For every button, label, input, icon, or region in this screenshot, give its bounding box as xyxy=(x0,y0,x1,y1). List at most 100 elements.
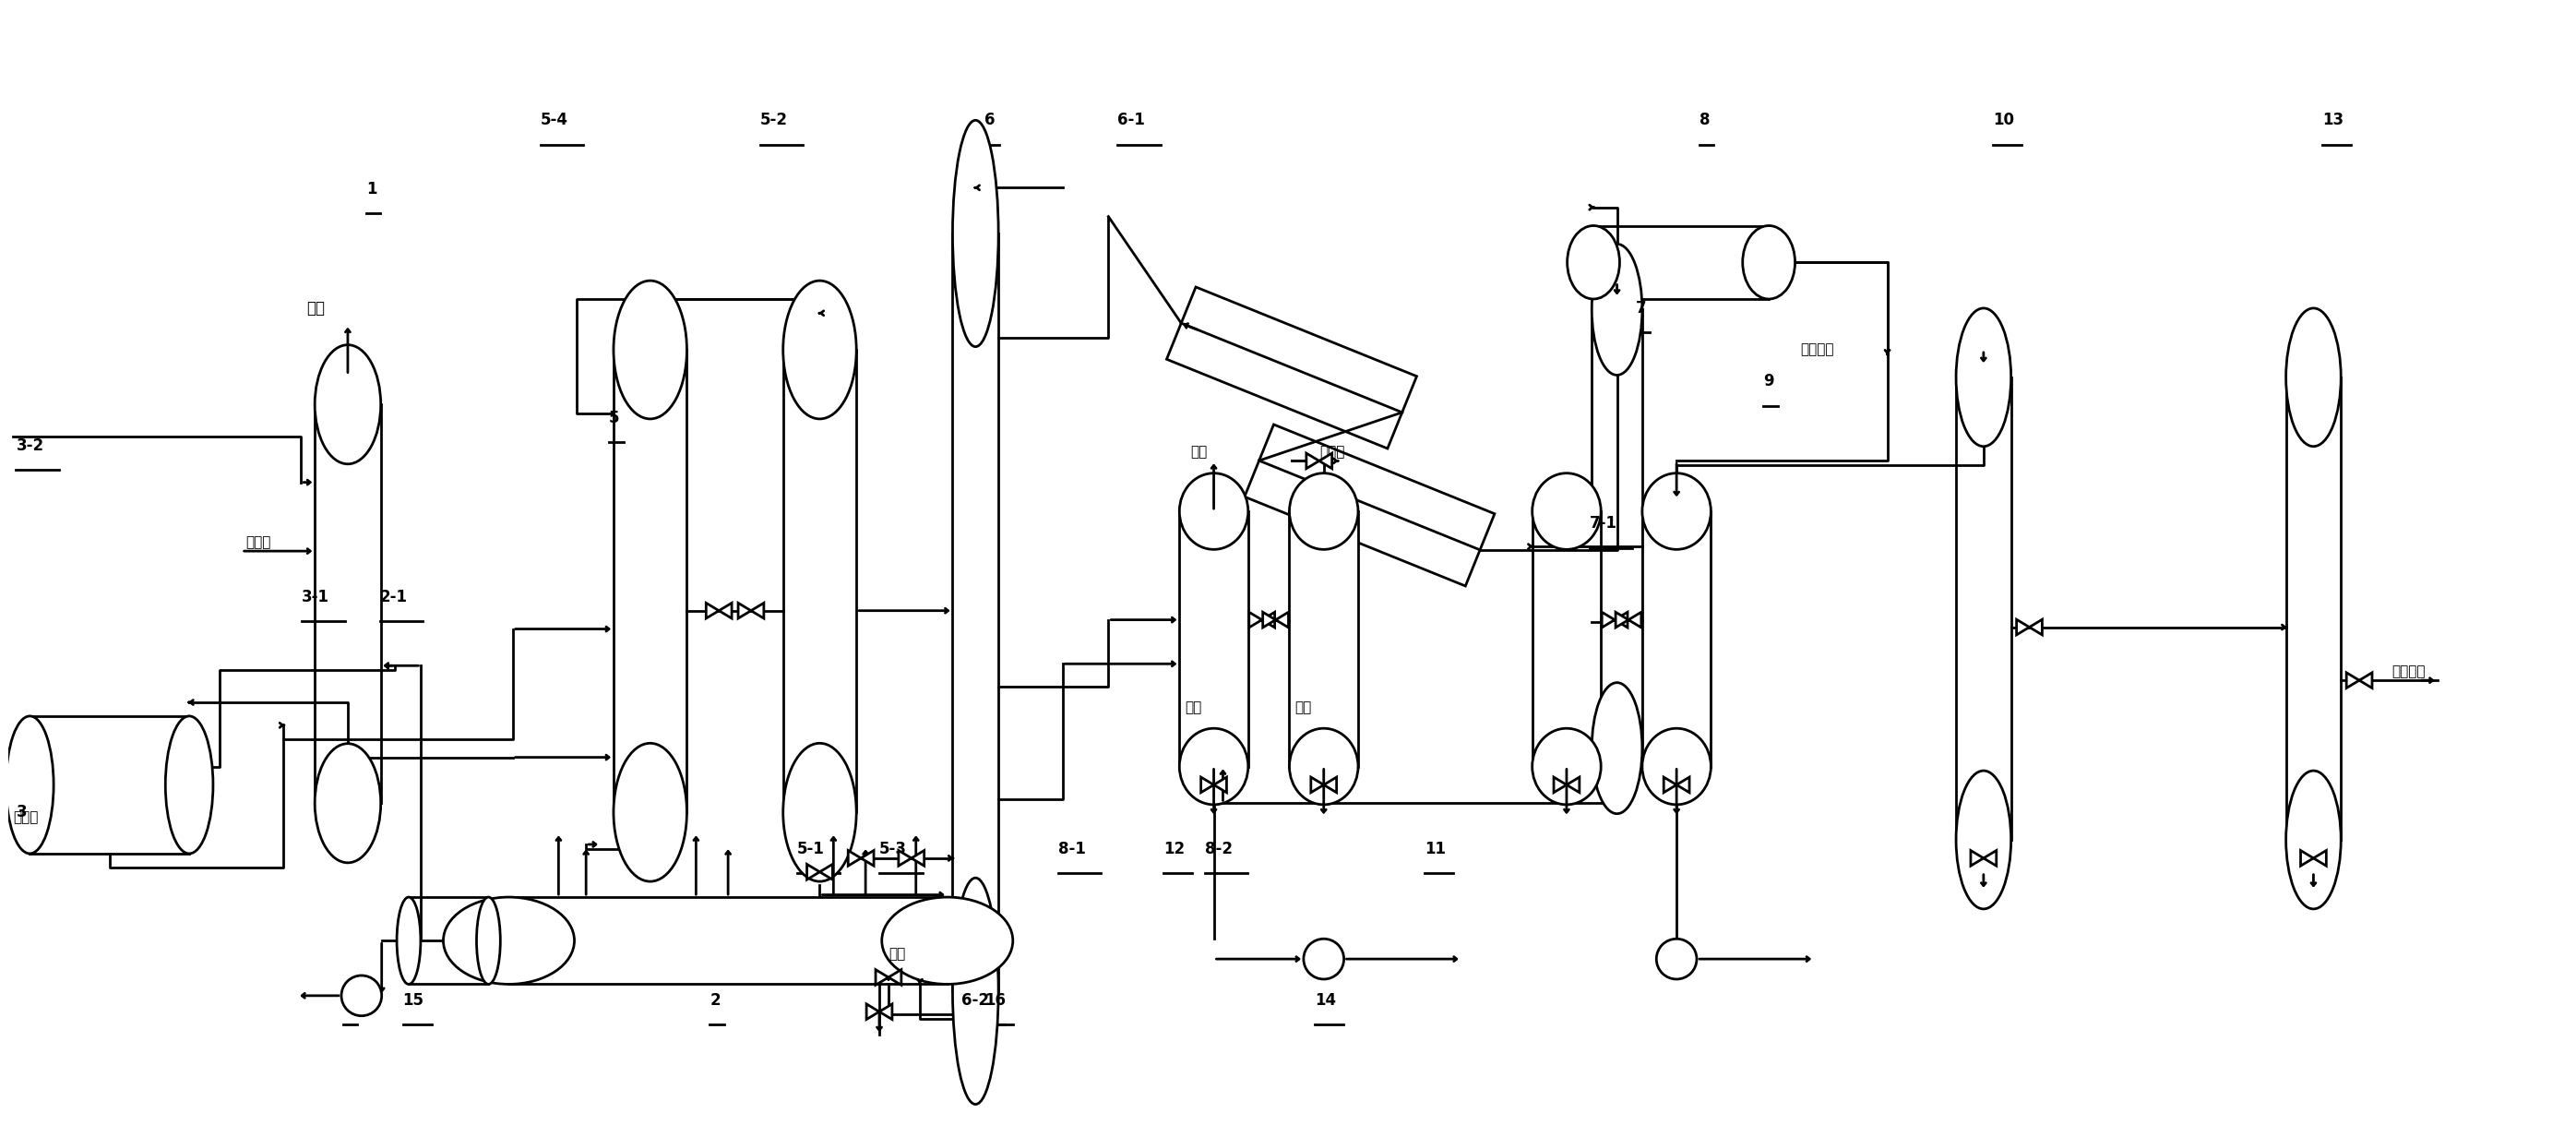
Text: 5-3: 5-3 xyxy=(878,840,907,857)
Bar xyxy=(783,350,855,812)
Bar xyxy=(1955,377,2012,840)
Ellipse shape xyxy=(2285,308,2342,447)
Text: 3-1: 3-1 xyxy=(301,589,330,605)
Polygon shape xyxy=(866,1004,878,1020)
Ellipse shape xyxy=(1533,729,1600,805)
Bar xyxy=(1595,225,1770,299)
Ellipse shape xyxy=(443,897,574,985)
Text: 排水: 排水 xyxy=(1293,700,1311,715)
Ellipse shape xyxy=(953,878,999,1104)
Text: 10: 10 xyxy=(1994,111,2014,128)
Text: 12: 12 xyxy=(1164,840,1185,857)
Ellipse shape xyxy=(1533,473,1600,549)
Polygon shape xyxy=(1262,612,1275,628)
Text: 5-1: 5-1 xyxy=(796,840,824,857)
Ellipse shape xyxy=(613,281,688,418)
Polygon shape xyxy=(860,850,873,866)
Polygon shape xyxy=(739,603,752,619)
Ellipse shape xyxy=(881,897,1012,985)
Bar xyxy=(1533,512,1600,766)
Text: 6-2: 6-2 xyxy=(961,991,989,1009)
Text: 8-2: 8-2 xyxy=(1206,840,1231,857)
Polygon shape xyxy=(2347,673,2360,688)
Polygon shape xyxy=(819,864,832,880)
Bar xyxy=(1592,309,1641,748)
Bar xyxy=(510,897,948,985)
Ellipse shape xyxy=(477,897,500,985)
Polygon shape xyxy=(806,864,819,880)
Text: 7: 7 xyxy=(1636,300,1646,316)
Text: 14: 14 xyxy=(1314,991,1337,1009)
Ellipse shape xyxy=(165,716,214,854)
Text: 15: 15 xyxy=(402,991,425,1009)
Polygon shape xyxy=(1306,454,1319,468)
Polygon shape xyxy=(1319,454,1332,468)
Text: 13: 13 xyxy=(2324,111,2344,128)
Circle shape xyxy=(343,976,381,1015)
Ellipse shape xyxy=(783,281,855,418)
Text: 排渣: 排渣 xyxy=(889,947,904,961)
Polygon shape xyxy=(878,1004,891,1020)
Polygon shape xyxy=(1971,850,1984,866)
Polygon shape xyxy=(1602,612,1615,628)
Ellipse shape xyxy=(2285,771,2342,908)
Ellipse shape xyxy=(1641,473,1710,549)
Text: 11: 11 xyxy=(1425,840,1445,857)
Bar xyxy=(1180,512,1249,766)
Bar xyxy=(1641,512,1710,766)
Polygon shape xyxy=(899,850,912,866)
Polygon shape xyxy=(1615,612,1628,628)
Polygon shape xyxy=(2017,620,2030,634)
Polygon shape xyxy=(2360,673,2372,688)
Polygon shape xyxy=(1311,777,1324,792)
Polygon shape xyxy=(1677,777,1690,792)
Polygon shape xyxy=(1664,777,1677,792)
Text: 4: 4 xyxy=(343,991,353,1009)
Text: 2-1: 2-1 xyxy=(379,589,407,605)
Polygon shape xyxy=(1244,424,1494,586)
Polygon shape xyxy=(1553,777,1566,792)
Text: 8: 8 xyxy=(1700,111,1710,128)
Polygon shape xyxy=(889,970,902,985)
Polygon shape xyxy=(1167,287,1417,448)
Ellipse shape xyxy=(1180,729,1249,805)
Bar xyxy=(2285,377,2342,840)
Bar xyxy=(1291,512,1358,766)
Text: 1: 1 xyxy=(366,181,376,198)
Bar xyxy=(410,897,489,985)
Bar xyxy=(953,233,999,991)
Text: 成品汽油: 成品汽油 xyxy=(1801,342,1834,356)
Polygon shape xyxy=(719,603,732,619)
Ellipse shape xyxy=(1592,244,1641,375)
Polygon shape xyxy=(1213,777,1226,792)
Text: 5: 5 xyxy=(608,409,621,426)
Polygon shape xyxy=(1200,777,1213,792)
Ellipse shape xyxy=(953,121,999,347)
Text: 9: 9 xyxy=(1765,373,1775,390)
Text: 6-1: 6-1 xyxy=(1118,111,1146,128)
Circle shape xyxy=(1656,939,1698,979)
Text: 排烟: 排烟 xyxy=(307,300,325,316)
Text: 成品柴油: 成品柴油 xyxy=(2391,664,2424,678)
Text: 8-1: 8-1 xyxy=(1059,840,1084,857)
Polygon shape xyxy=(1324,777,1337,792)
Bar xyxy=(31,716,188,854)
Polygon shape xyxy=(1984,850,1996,866)
Text: 5-4: 5-4 xyxy=(541,111,567,128)
Polygon shape xyxy=(912,850,925,866)
Polygon shape xyxy=(2030,620,2043,634)
Polygon shape xyxy=(1566,777,1579,792)
Ellipse shape xyxy=(783,744,855,881)
Ellipse shape xyxy=(1291,473,1358,549)
Polygon shape xyxy=(876,970,889,985)
Polygon shape xyxy=(752,603,765,619)
Polygon shape xyxy=(2313,850,2326,866)
Ellipse shape xyxy=(5,716,54,854)
Ellipse shape xyxy=(1641,729,1710,805)
Polygon shape xyxy=(1262,612,1275,628)
Ellipse shape xyxy=(397,897,420,985)
Ellipse shape xyxy=(1955,308,2012,447)
Polygon shape xyxy=(1275,612,1288,628)
Ellipse shape xyxy=(613,744,688,881)
Text: 原料油: 原料油 xyxy=(247,536,270,549)
